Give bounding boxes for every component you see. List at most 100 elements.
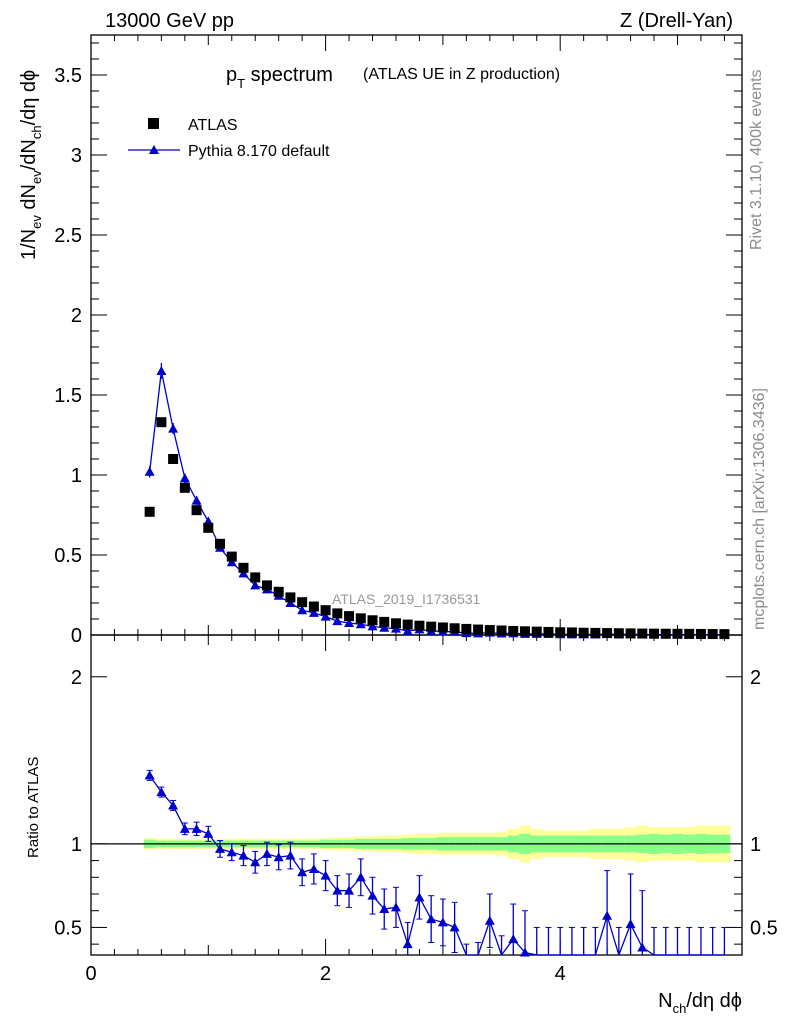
side-text-top: Rivet 3.1.10, 400k events (748, 69, 765, 250)
ratio-point (426, 914, 437, 924)
ratio-point (215, 843, 226, 853)
atlas-point (238, 562, 249, 573)
ratio-point (168, 800, 179, 810)
ratio-point (144, 770, 155, 780)
atlas-point (344, 611, 355, 622)
ratio-line (149, 774, 467, 956)
ratio-line (618, 922, 655, 956)
atlas-point (390, 618, 401, 629)
atlas-point (297, 597, 308, 608)
ratio-point (437, 917, 448, 927)
ratio-point (273, 852, 284, 862)
atlas-point (566, 627, 577, 638)
pythia-point (367, 621, 378, 631)
atlas-point (144, 506, 155, 517)
ratio-point (226, 847, 237, 857)
ratio-point (379, 904, 390, 914)
atlas-point (543, 626, 554, 637)
x-axis-label: Nch/dη dϕ (658, 990, 742, 1016)
ratio-point (520, 947, 530, 957)
pythia-point (308, 607, 319, 617)
pythia-point (355, 619, 366, 629)
atlas-point (449, 623, 460, 634)
legend-pythia-label: Pythia 8.170 default (188, 143, 330, 160)
ratio-point (238, 850, 249, 860)
y-tick-label-ratio-right: 2 (750, 667, 761, 689)
atlas-point (203, 522, 214, 533)
ratio-point (308, 863, 319, 873)
ratio-point (320, 870, 331, 880)
atlas-point (261, 580, 272, 591)
ratio-point (250, 857, 261, 867)
ratio-point (179, 823, 190, 833)
atlas-point (590, 627, 601, 638)
x-tick-label: 4 (555, 963, 566, 985)
atlas-point (695, 628, 706, 639)
ratio-point (508, 934, 519, 944)
atlas-point (215, 538, 226, 549)
ratio-point (332, 885, 343, 895)
atlas-point (179, 482, 190, 493)
side-text-bottom: mcplots.cern.ch [arXiv:1306.3436] (751, 388, 768, 630)
pythia-point (191, 495, 202, 505)
header-left: 13000 GeV pp (105, 10, 234, 32)
atlas-point (402, 619, 413, 630)
ratio-point (637, 942, 648, 952)
pythia-point (226, 557, 237, 567)
y-tick-label-main: 3 (71, 145, 82, 167)
atlas-point (578, 627, 589, 638)
pythia-point (250, 580, 261, 590)
atlas-point (367, 615, 378, 626)
atlas-point (461, 623, 472, 634)
y-tick-label-ratio: 2 (71, 667, 82, 689)
atlas-point (414, 620, 425, 631)
pythia-point (344, 618, 355, 627)
atlas-point (707, 629, 718, 640)
y-tick-label-main: 2 (71, 305, 82, 327)
ratio-point (625, 919, 636, 929)
ratio-point (156, 787, 167, 797)
title-subscript: T (237, 76, 245, 91)
pythia-point (238, 568, 249, 578)
atlas-point (379, 616, 390, 627)
pythia-point (332, 616, 343, 626)
ratio-point (203, 828, 214, 838)
atlas-point (660, 628, 671, 639)
pythia-point (168, 423, 179, 433)
plot-title: pT spectrum (226, 64, 333, 91)
legend-atlas-label: ATLAS (188, 117, 238, 134)
x-tick-label: 2 (320, 963, 331, 985)
atlas-point (426, 621, 437, 632)
x-tick-label: 0 (85, 963, 96, 985)
atlas-point (226, 551, 237, 562)
atlas-point (473, 624, 484, 635)
pythia-point (297, 605, 308, 615)
ratio-point (390, 902, 401, 912)
ratio-point (414, 892, 425, 902)
atlas-point (484, 625, 495, 636)
pythia-point (320, 611, 331, 621)
pythia-point (402, 626, 413, 635)
ratio-plot-frame (90, 634, 743, 956)
legend-atlas-marker (148, 118, 159, 129)
atlas-point (156, 417, 167, 428)
title-tail: spectrum (245, 64, 333, 86)
atlas-point (672, 628, 683, 639)
atlas-point (508, 626, 519, 636)
atlas-point (625, 628, 636, 639)
ratio-frame-border (90, 634, 743, 956)
atlas-point (520, 626, 530, 637)
atlas-point (250, 572, 261, 583)
y-tick-label-ratio-right: 0.5 (750, 917, 778, 939)
atlas-point (602, 628, 613, 639)
y-axis-label: 1/Nev dNev/dNch/dη dϕ (18, 70, 44, 260)
axis-tick-labels: 0 2 4 0 0.5 1 1.5 2 2.5 3 3.5 0.5 0.5 1 1 2 2 (54, 65, 778, 985)
ratio-point (297, 867, 308, 877)
atlas-point (613, 628, 624, 639)
ratio-point (367, 890, 378, 900)
y-tick-label-main: 1 (71, 465, 82, 487)
atlas-point (684, 628, 695, 639)
ratio-point (261, 848, 272, 858)
ratio-point (191, 823, 202, 833)
